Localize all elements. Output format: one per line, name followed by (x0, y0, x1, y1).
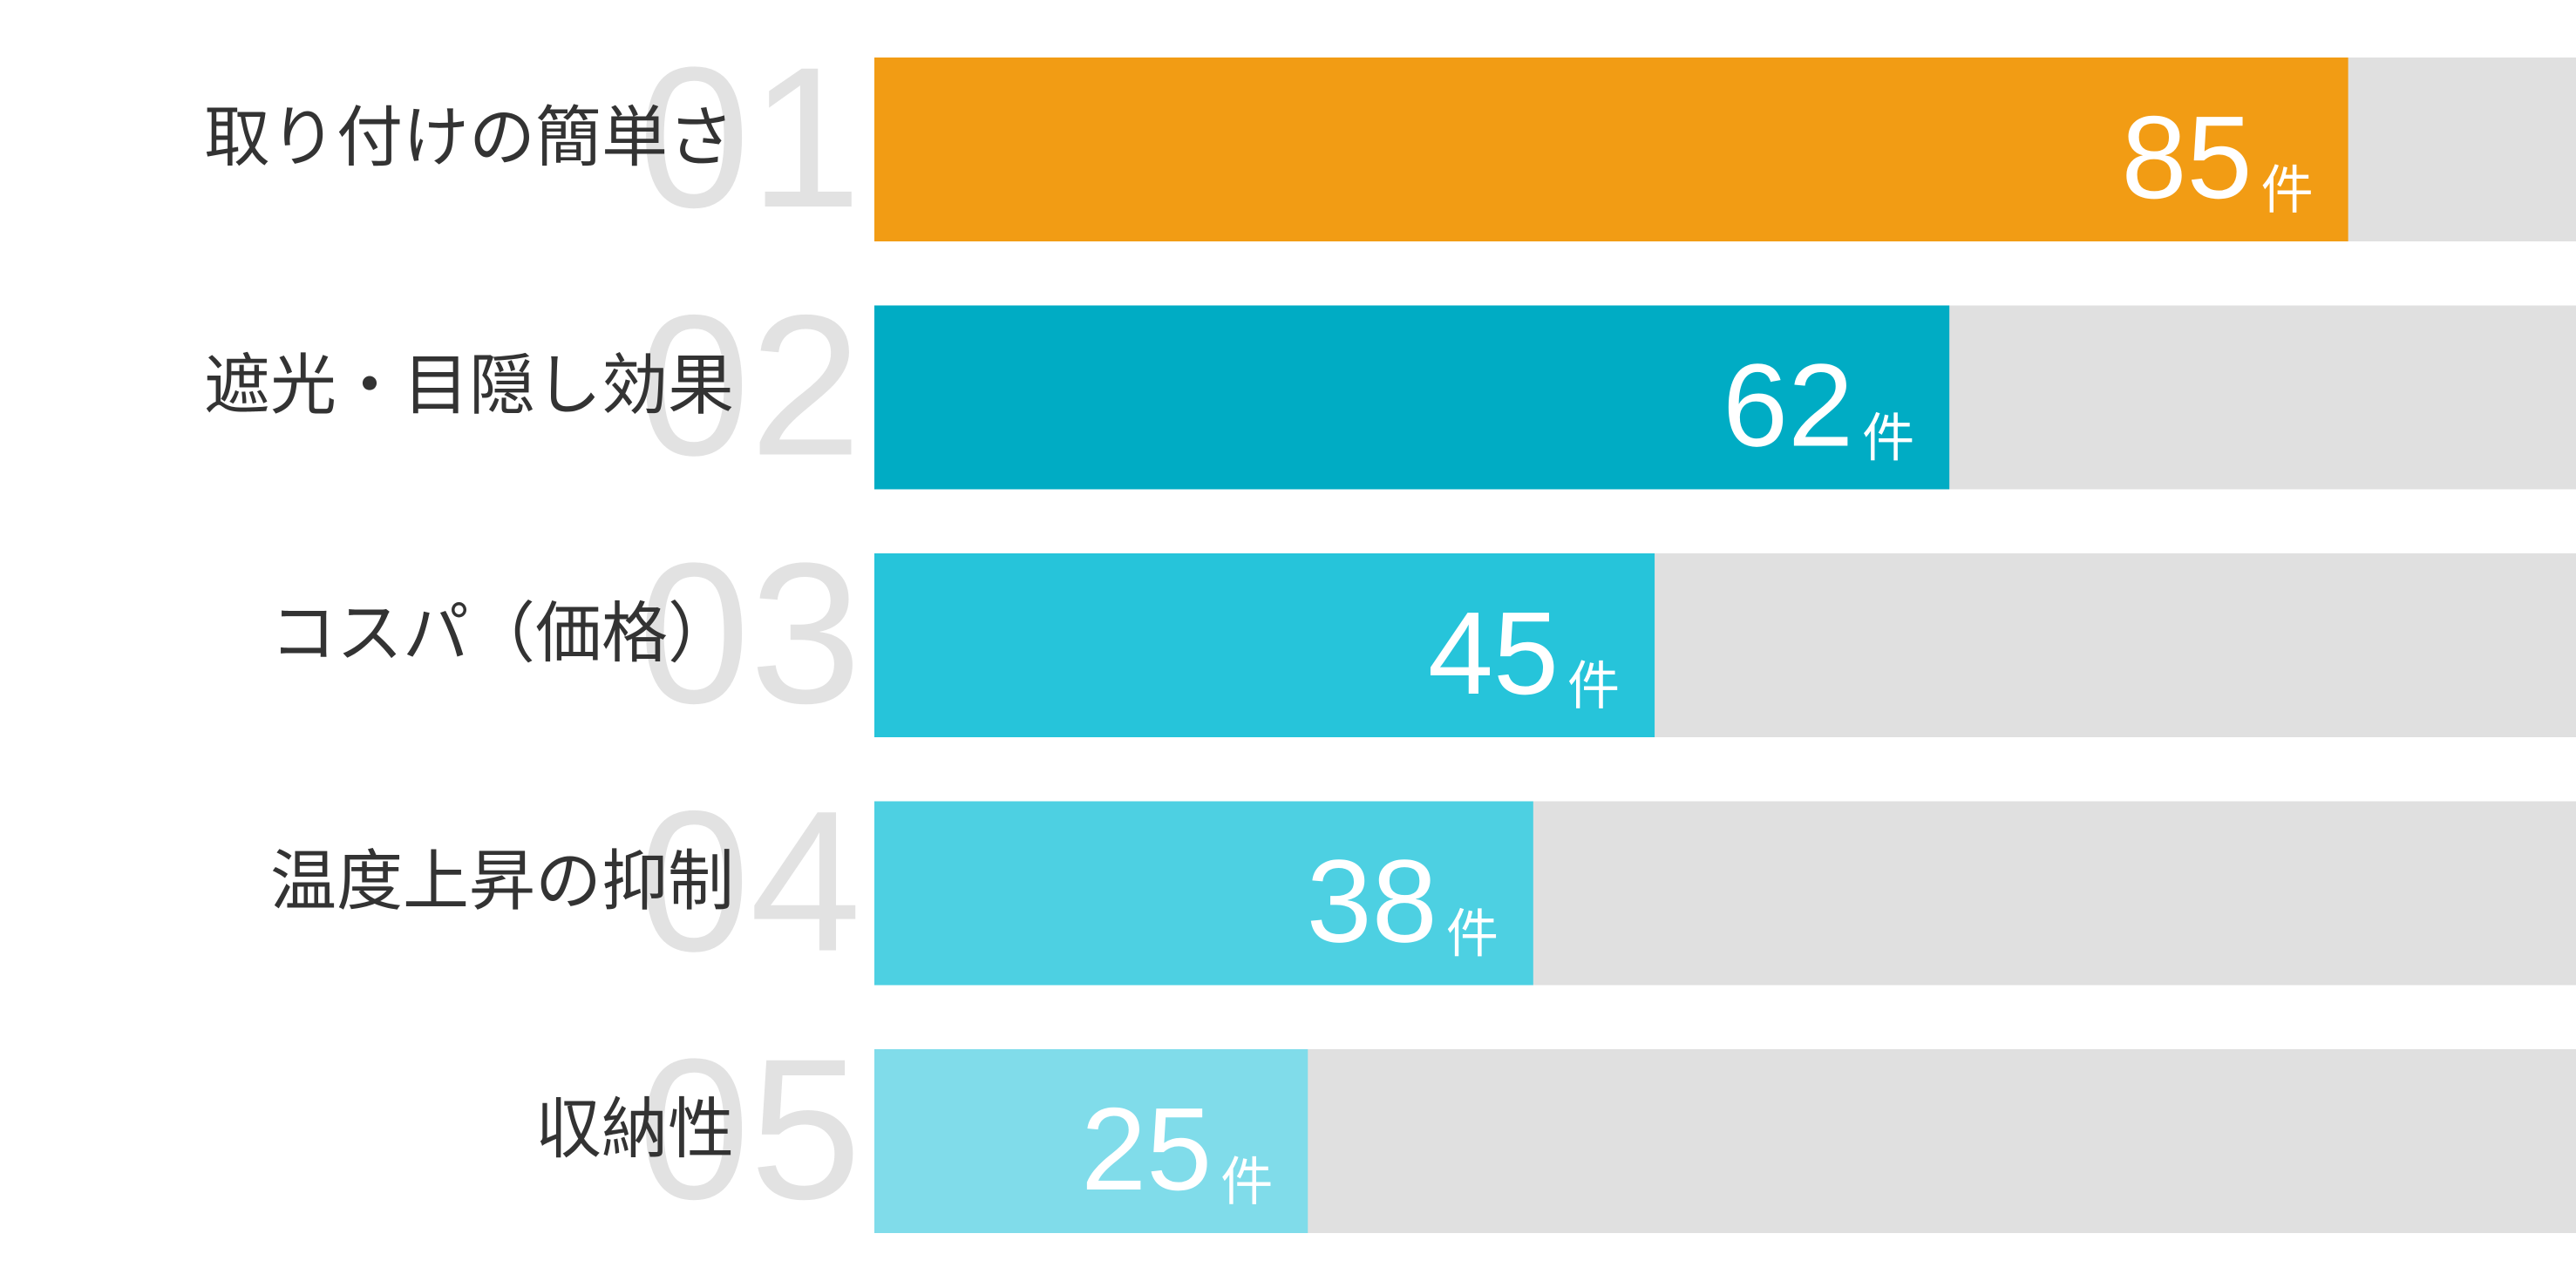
value-label: 38 件 (1307, 836, 1499, 967)
value-unit: 件 (1446, 905, 1499, 964)
value-number: 45 (1428, 587, 1559, 719)
value-unit: 件 (1862, 410, 1914, 468)
value-label: 25 件 (1081, 1083, 1273, 1215)
category-label: 収納性 (535, 1090, 734, 1168)
value-number: 38 (1307, 836, 1438, 967)
value-unit: 件 (1220, 1153, 1273, 1211)
rank-number: 01 (638, 25, 861, 249)
value-unit: 件 (2261, 161, 2314, 220)
rank-number: 05 (638, 1017, 861, 1241)
rank-number: 03 (638, 521, 861, 745)
value-label: 85 件 (2121, 92, 2313, 223)
rank-number: 04 (638, 769, 861, 993)
bar (874, 58, 2348, 241)
value-number: 85 (2121, 92, 2252, 223)
bar (874, 1049, 1308, 1233)
value-number: 62 (1723, 340, 1853, 471)
value-label: 45 件 (1428, 587, 1620, 719)
category-label: 温度上昇の抑制 (270, 842, 734, 919)
value-unit: 件 (1567, 657, 1620, 715)
bar (874, 801, 1533, 986)
category-label: 遮光・目隠し効果 (204, 346, 734, 424)
category-label: 取り付けの簡単さ (204, 98, 734, 176)
bar (874, 305, 1950, 490)
category-label: コスパ（価格） (270, 594, 734, 672)
value-label: 62 件 (1723, 340, 1914, 471)
rank-number: 02 (638, 274, 861, 498)
bar (874, 553, 1655, 737)
value-number: 25 (1081, 1083, 1212, 1215)
